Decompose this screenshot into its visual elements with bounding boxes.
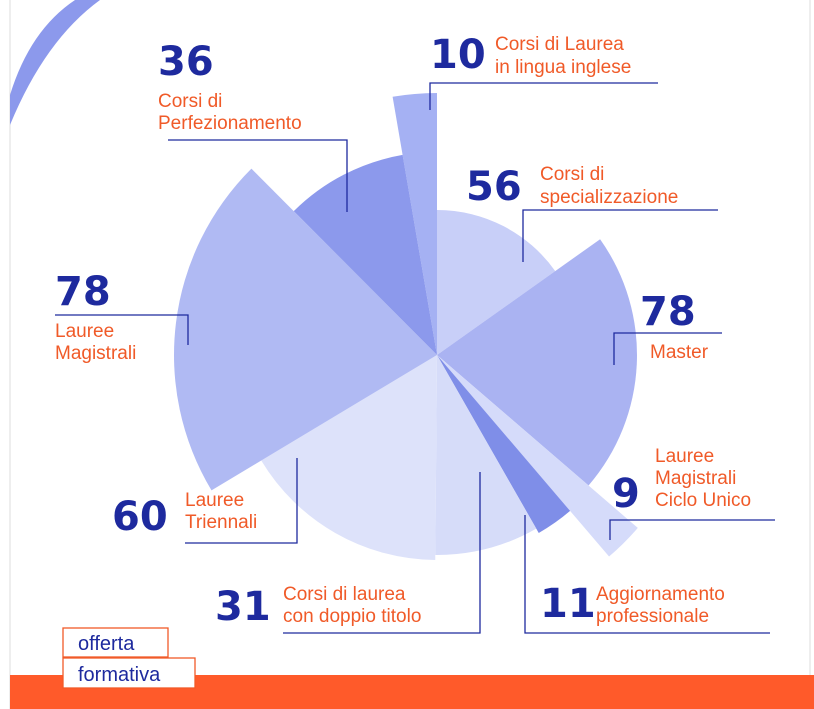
- category-label: Magistrali: [55, 343, 136, 364]
- badge-text: offerta: [78, 633, 135, 655]
- value-label: 31: [215, 584, 271, 630]
- badge-box: [62, 657, 196, 689]
- category-label: Corsi di Laurea: [495, 34, 624, 55]
- category-label: specializzazione: [540, 187, 678, 208]
- leader-line: [55, 314, 189, 345]
- badge-box: [62, 627, 169, 658]
- value-label: 11: [540, 581, 596, 627]
- leader-line: [524, 515, 770, 634]
- badge-text: formativa: [78, 664, 161, 686]
- value-label: 56: [466, 164, 522, 210]
- value-label: 36: [158, 39, 214, 85]
- wedge: [437, 239, 637, 486]
- wedge: [261, 355, 437, 560]
- category-label: Corsi di: [158, 91, 222, 112]
- value-label: 9: [612, 471, 640, 517]
- category-label: professionale: [596, 606, 709, 627]
- category-label: Corsi di: [540, 164, 604, 185]
- category-label: con doppio titolo: [283, 606, 421, 627]
- wedge: [437, 355, 638, 557]
- value-label: 78: [55, 269, 111, 315]
- wedge: [437, 210, 556, 355]
- category-label: Triennali: [185, 512, 257, 533]
- value-label: 78: [640, 289, 696, 335]
- category-label: Lauree: [185, 490, 244, 511]
- value-label: 10: [430, 32, 486, 78]
- value-label: 60: [112, 494, 168, 540]
- category-label: Ciclo Unico: [655, 490, 751, 511]
- leader-line: [613, 332, 722, 365]
- wedge: [437, 355, 571, 533]
- category-label: Master: [650, 342, 709, 363]
- category-label: Aggiornamento: [596, 584, 725, 605]
- wedges: [173, 93, 638, 560]
- wedge: [392, 93, 437, 355]
- leader-line: [522, 209, 718, 262]
- category-label: Magistrali: [655, 468, 736, 489]
- wedge: [293, 154, 437, 355]
- category-label: Perfezionamento: [158, 113, 302, 134]
- wedge: [173, 168, 437, 491]
- leader-line: [429, 82, 658, 110]
- leader-line: [609, 519, 775, 540]
- wedge: [435, 355, 537, 555]
- leader-line: [283, 472, 481, 634]
- category-label: Corsi di laurea: [283, 584, 406, 605]
- decor-arc: [10, 0, 100, 125]
- leader-line: [168, 139, 348, 212]
- category-label: Lauree: [655, 446, 714, 467]
- leader-line: [185, 458, 298, 544]
- category-label: Lauree: [55, 321, 114, 342]
- category-label: in lingua inglese: [495, 57, 631, 78]
